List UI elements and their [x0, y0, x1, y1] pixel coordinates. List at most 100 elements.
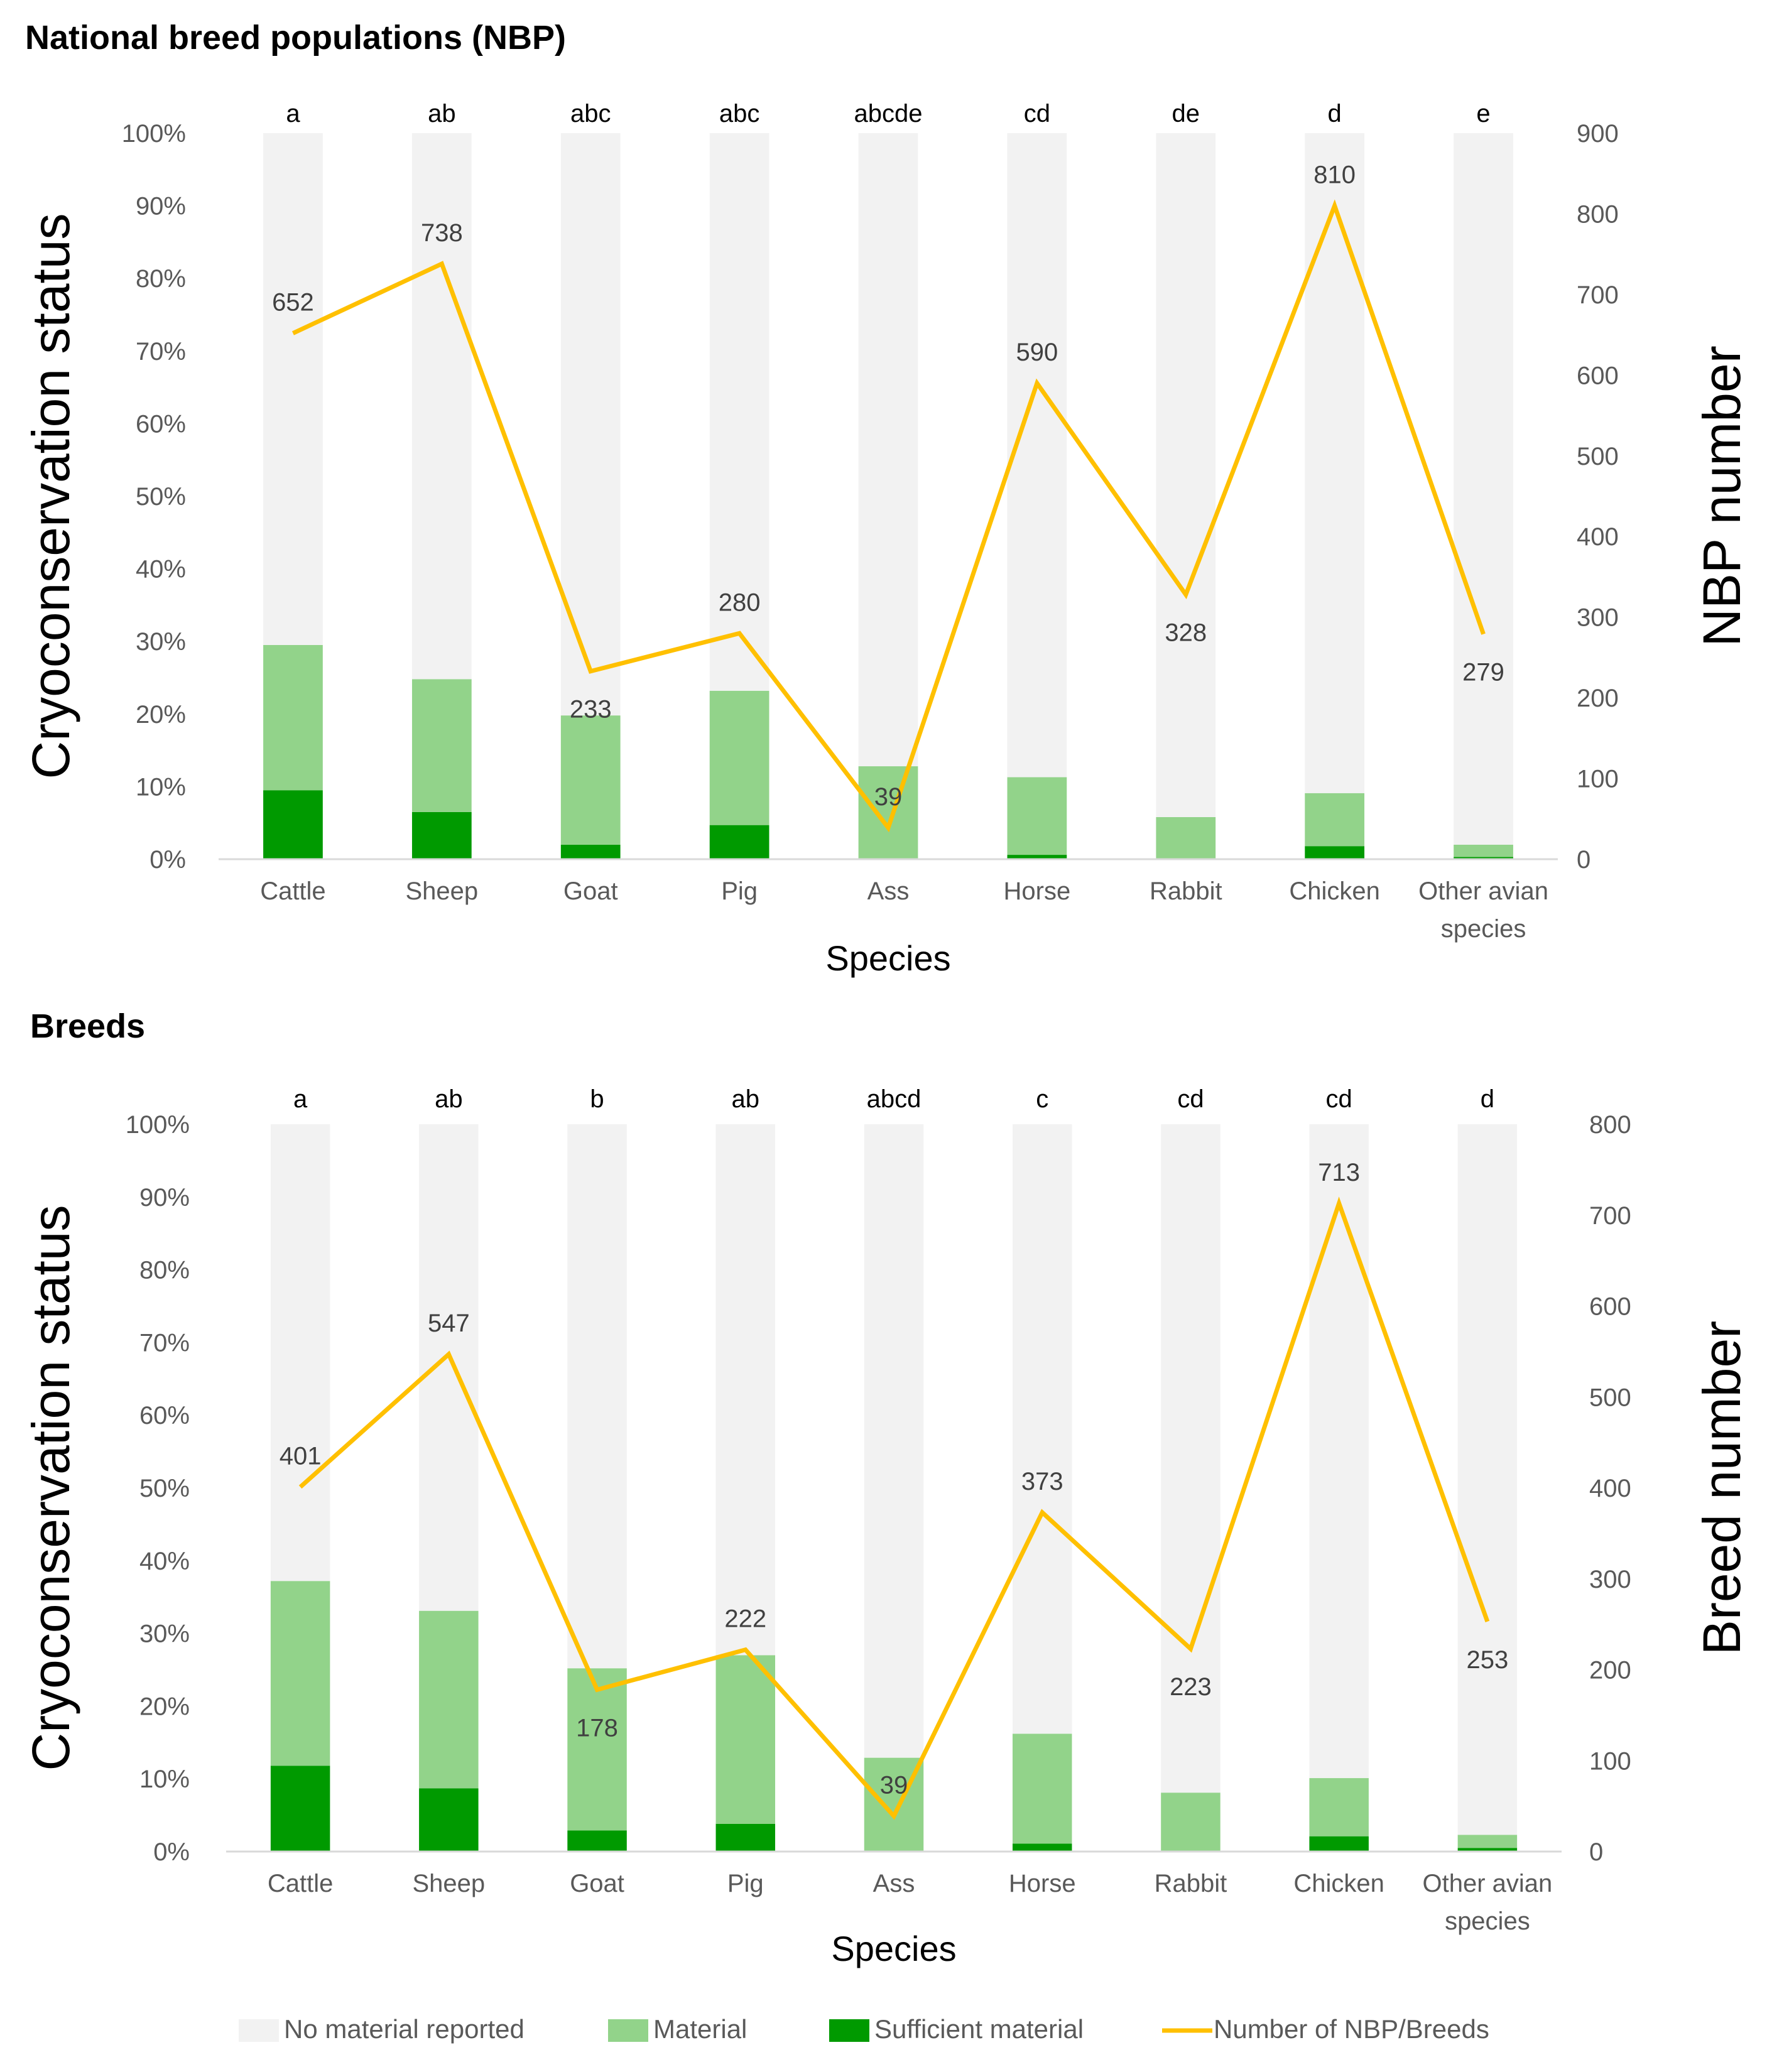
x-tick-label: Ass	[873, 1870, 915, 1897]
bar-segment	[1305, 846, 1365, 859]
legend-label: No material reported	[284, 2014, 525, 2044]
bar-segment	[560, 715, 621, 845]
x-tick-label: Goat	[563, 877, 618, 905]
significance-letter: de	[1172, 100, 1200, 127]
line-data-label: 810	[1313, 161, 1356, 189]
count-line	[298, 1196, 1490, 1820]
x-tick-label: Horse	[1004, 877, 1071, 905]
line-data-label: 253	[1467, 1646, 1509, 1674]
line-data-label: 328	[1165, 619, 1207, 647]
y-tick-label: 100%	[126, 1111, 190, 1139]
y-tick-label: 10%	[139, 1766, 190, 1793]
y2-tick-label: 800	[1589, 1111, 1631, 1139]
legend-swatch	[829, 2019, 869, 2042]
bar-segment	[1007, 777, 1067, 855]
bar-segment	[858, 133, 918, 767]
y-tick-label: 80%	[139, 1257, 190, 1284]
line-data-label: 547	[428, 1310, 470, 1337]
y2-tick-label: 800	[1577, 200, 1619, 228]
x-axis-title: Species	[825, 938, 950, 978]
bar-segment	[1305, 793, 1365, 847]
bar-segment	[709, 825, 769, 859]
x-tick-label: Cattle	[268, 1870, 334, 1897]
line-data-label: 590	[1016, 339, 1058, 366]
y-tick-label: 10%	[136, 773, 186, 801]
significance-letter: a	[286, 100, 300, 127]
bar-segment	[567, 1830, 627, 1852]
x-tick-label: Pig	[721, 877, 758, 905]
bar-segment	[1454, 844, 1513, 857]
bar-segment	[715, 1823, 776, 1852]
bar-segment	[1012, 1843, 1072, 1852]
bar-segment	[567, 1124, 627, 1669]
bar-segment	[263, 133, 323, 645]
line-data-label: 39	[874, 783, 903, 811]
bar-segment	[1007, 855, 1067, 859]
x-tick-label: Cattle	[260, 877, 326, 905]
chart-title: Breeds	[30, 1007, 145, 1045]
x-tick-label: Rabbit	[1150, 877, 1222, 905]
bar-segment	[419, 1124, 479, 1611]
y-tick-label: 80%	[136, 265, 186, 293]
bar-segment	[270, 1766, 330, 1852]
line-data-label: 39	[880, 1772, 908, 1799]
line-data-label: 652	[272, 289, 314, 317]
bar-segment	[1457, 1848, 1518, 1852]
legend-label: Material	[653, 2014, 747, 2044]
significance-letter: abc	[570, 100, 611, 127]
y-tick-label: 60%	[136, 410, 186, 438]
x-tick-label: Pig	[727, 1870, 764, 1897]
y2-tick-label: 200	[1589, 1657, 1631, 1684]
chart-title: National breed populations (NBP)	[25, 19, 566, 57]
y-tick-label: 50%	[139, 1475, 190, 1502]
x-tick-label: Other avian	[1422, 1870, 1552, 1897]
bar-segment	[1007, 133, 1067, 778]
significance-letter: abcd	[867, 1085, 922, 1113]
bar-segment	[270, 1124, 330, 1581]
y-tick-label: 0%	[150, 846, 186, 874]
y2-tick-label: 900	[1577, 120, 1619, 148]
legend-label: Sufficient material	[874, 2014, 1084, 2044]
y-axis-title: Cryoconservation status	[21, 1205, 80, 1771]
x-axis-title: Species	[831, 1929, 956, 1968]
x-tick-label: species	[1445, 1907, 1530, 1935]
x-tick-label: species	[1441, 915, 1526, 943]
y-tick-label: 70%	[139, 1329, 190, 1357]
bar-segment	[567, 1668, 627, 1831]
significance-letter: cd	[1326, 1085, 1352, 1113]
y2-tick-label: 700	[1589, 1202, 1631, 1230]
y-tick-label: 100%	[122, 120, 186, 148]
legend-swatch	[608, 2019, 648, 2042]
y-tick-label: 60%	[139, 1402, 190, 1429]
bar-segment	[419, 1788, 479, 1852]
bar-segment	[1156, 816, 1216, 859]
bar-segment	[1156, 133, 1216, 817]
y2-tick-label: 400	[1589, 1475, 1631, 1502]
y2-tick-label: 100	[1589, 1747, 1631, 1775]
y-tick-label: 30%	[139, 1620, 190, 1648]
y-tick-label: 90%	[136, 193, 186, 220]
y2-axis-title: NBP number	[1692, 345, 1751, 646]
bar-segment	[1012, 1733, 1072, 1844]
count-line	[291, 199, 1486, 833]
significance-letter: c	[1036, 1085, 1048, 1113]
significance-letter: b	[590, 1085, 604, 1113]
y-tick-label: 50%	[136, 483, 186, 511]
legend: No material reported Material Sufficient m…	[239, 2014, 1489, 2044]
bar-segment	[411, 811, 472, 859]
bar-segment	[411, 133, 472, 680]
y2-tick-label: 200	[1577, 685, 1619, 712]
line-data-label: 222	[724, 1605, 766, 1633]
y-tick-label: 20%	[136, 701, 186, 729]
significance-letter: d	[1328, 100, 1342, 127]
bar-segment	[709, 690, 769, 825]
significance-letter: e	[1476, 100, 1490, 127]
y2-tick-label: 600	[1577, 362, 1619, 389]
bar-segment	[864, 1124, 924, 1758]
x-tick-label: Goat	[570, 1870, 624, 1897]
significance-letter: a	[293, 1085, 308, 1113]
significance-letter: d	[1481, 1085, 1494, 1113]
y-tick-label: 30%	[136, 628, 186, 656]
x-tick-label: Rabbit	[1155, 1870, 1227, 1897]
